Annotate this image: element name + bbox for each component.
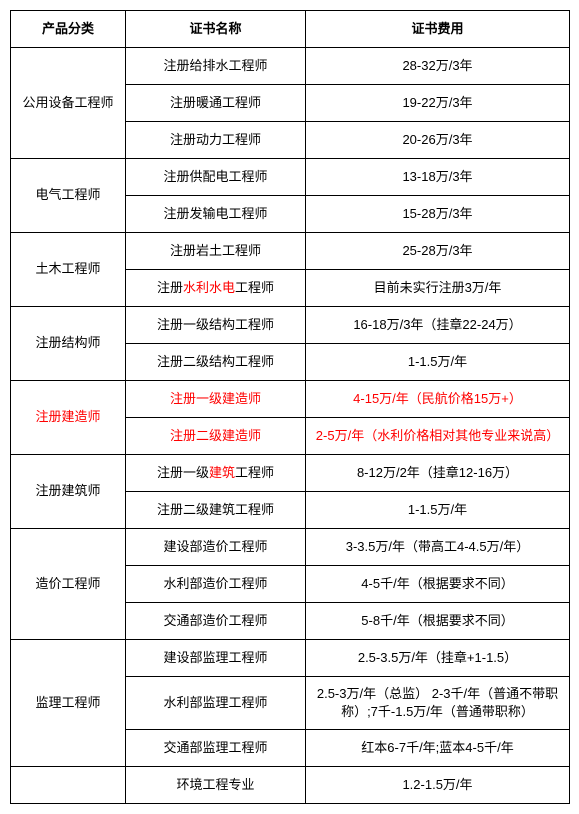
cert-name-cell: 注册给排水工程师 [126, 48, 306, 85]
cert-name-cell: 注册一级建造师 [126, 381, 306, 418]
cert-fee-cell: 25-28万/3年 [306, 233, 570, 270]
cert-fee-cell: 28-32万/3年 [306, 48, 570, 85]
cert-name-cell: 注册二级结构工程师 [126, 344, 306, 381]
category-cell: 注册建筑师 [11, 455, 126, 529]
cert-fee-cell: 13-18万/3年 [306, 159, 570, 196]
cert-name-cell: 注册暖通工程师 [126, 85, 306, 122]
cert-name-cell: 建设部造价工程师 [126, 529, 306, 566]
cert-fee-cell: 4-5千/年（根据要求不同） [306, 566, 570, 603]
category-cell: 土木工程师 [11, 233, 126, 307]
cert-name-cell: 水利部监理工程师 [126, 677, 306, 730]
cert-fee-cell: 2.5-3万/年（总监） 2-3千/年（普通不带职称）;7千-1.5万/年（普通… [306, 677, 570, 730]
category-cell: 电气工程师 [11, 159, 126, 233]
cert-name-cell: 注册一级建筑工程师 [126, 455, 306, 492]
header-category: 产品分类 [11, 11, 126, 48]
category-cell: 注册建造师 [11, 381, 126, 455]
cert-fee-cell: 5-8千/年（根据要求不同） [306, 603, 570, 640]
cert-name-cell: 环境工程专业 [126, 767, 306, 804]
table-row: 监理工程师建设部监理工程师2.5-3.5万/年（挂章+1-1.5） [11, 640, 570, 677]
table-row: 土木工程师注册岩土工程师25-28万/3年 [11, 233, 570, 270]
cert-fee-cell: 4-15万/年（民航价格15万+） [306, 381, 570, 418]
header-row: 产品分类 证书名称 证书费用 [11, 11, 570, 48]
cert-name-cell: 注册一级结构工程师 [126, 307, 306, 344]
cert-fee-cell: 20-26万/3年 [306, 122, 570, 159]
cert-fee-cell: 1-1.5万/年 [306, 492, 570, 529]
table-row: 注册建造师注册一级建造师4-15万/年（民航价格15万+） [11, 381, 570, 418]
cert-name-cell: 建设部监理工程师 [126, 640, 306, 677]
cert-fee-cell: 16-18万/3年（挂章22-24万） [306, 307, 570, 344]
cert-fee-cell: 1-1.5万/年 [306, 344, 570, 381]
cert-fee-cell: 1.2-1.5万/年 [306, 767, 570, 804]
cert-fee-cell: 2.5-3.5万/年（挂章+1-1.5） [306, 640, 570, 677]
cert-name-cell: 水利部造价工程师 [126, 566, 306, 603]
cert-name-cell: 注册二级建筑工程师 [126, 492, 306, 529]
cert-fee-cell: 19-22万/3年 [306, 85, 570, 122]
table-row: 造价工程师建设部造价工程师3-3.5万/年（带高工4-4.5万/年） [11, 529, 570, 566]
cert-fee-cell: 8-12万/2年（挂章12-16万） [306, 455, 570, 492]
cert-fee-cell: 15-28万/3年 [306, 196, 570, 233]
header-cert-name: 证书名称 [126, 11, 306, 48]
cert-name-cell: 交通部造价工程师 [126, 603, 306, 640]
cert-name-cell: 注册动力工程师 [126, 122, 306, 159]
cert-name-cell: 注册发输电工程师 [126, 196, 306, 233]
cert-name-cell: 交通部监理工程师 [126, 730, 306, 767]
table-row: 环境工程专业1.2-1.5万/年 [11, 767, 570, 804]
cert-name-cell: 注册水利水电工程师 [126, 270, 306, 307]
cert-fee-cell: 红本6-7千/年;蓝本4-5千/年 [306, 730, 570, 767]
cert-name-cell: 注册二级建造师 [126, 418, 306, 455]
table-row: 注册建筑师注册一级建筑工程师8-12万/2年（挂章12-16万） [11, 455, 570, 492]
category-cell: 公用设备工程师 [11, 48, 126, 159]
category-cell: 造价工程师 [11, 529, 126, 640]
cert-name-cell: 注册岩土工程师 [126, 233, 306, 270]
cert-fee-cell: 目前未实行注册3万/年 [306, 270, 570, 307]
table-row: 电气工程师注册供配电工程师13-18万/3年 [11, 159, 570, 196]
table-row: 公用设备工程师注册给排水工程师28-32万/3年 [11, 48, 570, 85]
category-cell [11, 767, 126, 804]
header-cert-fee: 证书费用 [306, 11, 570, 48]
cert-fee-table: 产品分类 证书名称 证书费用 公用设备工程师注册给排水工程师28-32万/3年注… [10, 10, 570, 804]
category-cell: 监理工程师 [11, 640, 126, 767]
table-row: 注册结构师注册一级结构工程师16-18万/3年（挂章22-24万） [11, 307, 570, 344]
cert-fee-cell: 2-5万/年（水利价格相对其他专业来说高） [306, 418, 570, 455]
cert-fee-cell: 3-3.5万/年（带高工4-4.5万/年） [306, 529, 570, 566]
cert-name-cell: 注册供配电工程师 [126, 159, 306, 196]
category-cell: 注册结构师 [11, 307, 126, 381]
